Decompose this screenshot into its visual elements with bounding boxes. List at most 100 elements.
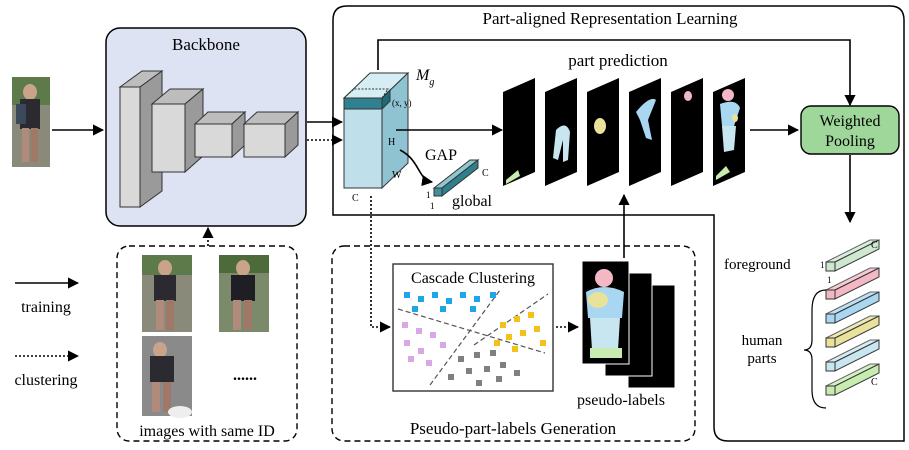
output-features	[825, 239, 880, 396]
cluster-point-yellow	[500, 322, 506, 328]
part-feature-bar-4	[825, 339, 880, 372]
feature-map	[342, 71, 410, 190]
cluster-point-pink	[416, 328, 422, 334]
global-feature	[432, 158, 480, 198]
cluster-point-blue	[460, 292, 466, 298]
same-id-image-2	[219, 255, 269, 332]
cluster-point-gray	[448, 374, 454, 380]
cluster-point-blue	[412, 306, 418, 312]
cluster-point-gray	[476, 380, 482, 386]
cluster-point-gray	[458, 356, 464, 362]
cluster-point-pink	[440, 342, 446, 348]
cluster-point-gray	[500, 362, 506, 368]
weighted-pooling-line2: Pooling	[825, 133, 875, 150]
foreground-feature-bar	[825, 239, 880, 272]
cluster-point-pink	[402, 322, 408, 328]
cluster-point-pink	[408, 356, 414, 362]
weighted-pooling-line1: Weighted	[820, 113, 881, 130]
part-map-3	[587, 78, 619, 186]
weighted-pooling-box	[800, 105, 900, 155]
cluster-point-blue	[440, 306, 446, 312]
part-map-4	[629, 78, 661, 186]
cluster-point-gray	[474, 352, 480, 358]
global-label: global	[452, 193, 493, 210]
part-map-5	[671, 78, 703, 186]
cluster-points	[402, 292, 546, 386]
height-label: H	[388, 137, 395, 148]
same-id-image-1	[142, 255, 192, 332]
cluster-point-yellow	[534, 326, 540, 332]
human-parts-label-1: human	[742, 333, 783, 349]
cluster-point-yellow	[514, 316, 520, 322]
part-map-6	[713, 78, 745, 186]
more-images-ellipsis: ......	[233, 367, 257, 384]
cluster-point-blue	[404, 292, 410, 298]
part-prediction-title: part prediction	[568, 51, 668, 70]
cluster-point-blue	[474, 296, 480, 302]
cluster-point-gray	[466, 368, 472, 374]
part-aligned-panel	[332, 5, 905, 442]
cluster-boundaries	[397, 289, 549, 386]
pseudo-gen-title: Pseudo-part-labels Generation	[410, 419, 617, 438]
part-prediction-maps	[503, 78, 745, 186]
cluster-point-pink	[430, 332, 436, 338]
legend-clustering-label: clustering	[14, 372, 77, 389]
same-id-label: images with same ID	[139, 423, 275, 440]
foreground-c-label: C	[871, 240, 878, 251]
position-label: (x, y)	[392, 98, 412, 108]
cascade-clustering-box	[392, 263, 554, 392]
human-parts-label-2: parts	[747, 351, 776, 367]
gap-label: GAP	[425, 147, 457, 164]
cluster-point-blue	[470, 306, 476, 312]
cluster-point-yellow	[540, 340, 546, 346]
cluster-point-gray	[484, 366, 490, 372]
global-one-b: 1	[430, 201, 435, 211]
human-parts-brace	[803, 289, 827, 409]
part-aligned-title: Part-aligned Representation Learning	[483, 9, 738, 28]
foreground-one-a: 1	[820, 260, 825, 270]
cluster-point-yellow	[494, 340, 500, 346]
same-id-image-3	[142, 336, 192, 418]
cascade-clustering-title: Cascade Clustering	[411, 270, 535, 287]
pseudo-label-maps	[581, 260, 676, 389]
global-one-a: 1	[426, 190, 431, 200]
cluster-point-yellow	[528, 312, 534, 318]
cluster-point-gray	[496, 376, 502, 382]
backbone-layers	[118, 70, 300, 208]
legend-training-label: training	[21, 299, 71, 316]
cluster-point-yellow	[520, 330, 526, 336]
cluster-point-pink	[404, 340, 410, 346]
channel-label: C	[352, 193, 359, 204]
cluster-point-blue	[446, 298, 452, 304]
cluster-point-blue	[490, 292, 496, 298]
part-feature-bar-1	[825, 267, 880, 300]
cluster-point-pink	[418, 348, 424, 354]
width-label: W	[392, 170, 402, 181]
cluster-point-blue	[432, 292, 438, 298]
input-person-image	[12, 77, 50, 167]
global-c-label: C	[482, 168, 489, 179]
same-id-panel	[116, 245, 298, 442]
cluster-point-pink	[426, 360, 432, 366]
backbone-title: Backbone	[172, 35, 240, 54]
part-map-2	[545, 78, 577, 186]
parts-c-label: C	[871, 377, 878, 388]
part-feature-bar-2	[825, 291, 880, 324]
cluster-point-gray	[490, 350, 496, 356]
foreground-one-b: 1	[827, 275, 832, 285]
cluster-point-yellow	[506, 334, 512, 340]
part-map-1	[503, 78, 535, 186]
cluster-point-gray	[514, 370, 520, 376]
backbone-panel: Backbone	[105, 27, 307, 227]
gap-arrow	[399, 149, 434, 187]
feature-map-label: Mg	[415, 67, 434, 88]
pseudo-labels-label: pseudo-labels	[577, 392, 665, 409]
part-feature-bar-3	[825, 315, 880, 348]
cluster-point-blue	[418, 296, 424, 302]
foreground-label: foreground	[724, 257, 791, 273]
skip-arrow	[377, 39, 856, 107]
cluster-point-yellow	[512, 346, 518, 352]
pseudo-gen-panel	[331, 245, 696, 442]
